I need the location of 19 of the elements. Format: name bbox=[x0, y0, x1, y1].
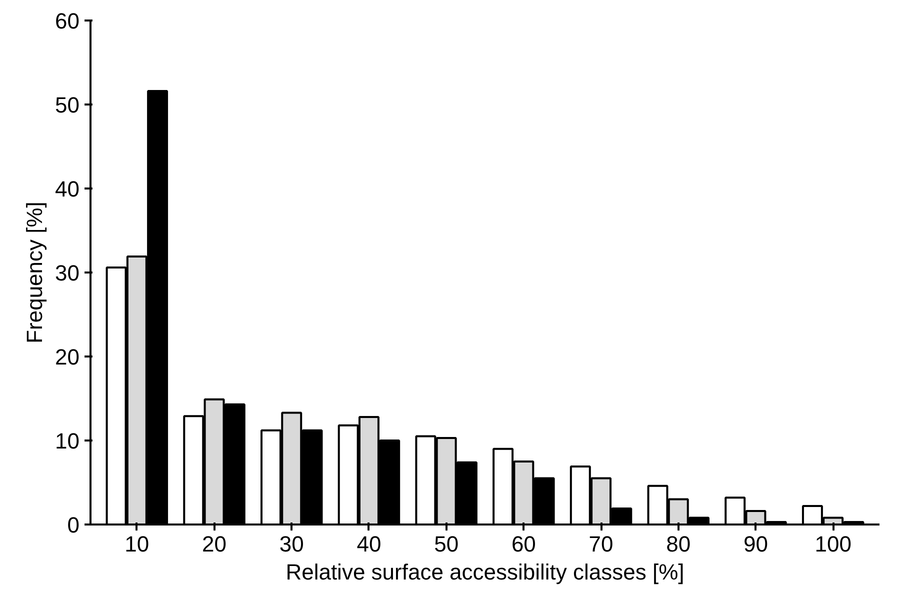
y-tick-label: 20 bbox=[55, 344, 80, 370]
y-tick-label: 40 bbox=[55, 176, 80, 202]
y-tick-label: 50 bbox=[55, 92, 80, 118]
y-tick-label: 60 bbox=[55, 8, 80, 34]
y-tick-label: 30 bbox=[55, 260, 80, 286]
x-tick-label: 50 bbox=[434, 532, 459, 556]
x-tick-label: 20 bbox=[202, 532, 227, 556]
x-tick-label: 100 bbox=[814, 532, 852, 556]
x-tick-label: 90 bbox=[744, 532, 768, 556]
y-tick-label: 0 bbox=[67, 512, 80, 538]
x-tick-label: 80 bbox=[666, 532, 691, 556]
y-tick-label: 10 bbox=[55, 428, 80, 454]
x-tick-label: 10 bbox=[124, 532, 150, 556]
x-axis-title: Relative surface accessibility classes [%] bbox=[286, 560, 684, 584]
x-tick-label: 30 bbox=[279, 532, 304, 556]
x-tick-label: 70 bbox=[588, 532, 614, 556]
x-tick-label: 40 bbox=[356, 532, 382, 556]
x-tick-label: 60 bbox=[511, 532, 536, 556]
y-axis-title: Frequency [%] bbox=[22, 202, 48, 344]
